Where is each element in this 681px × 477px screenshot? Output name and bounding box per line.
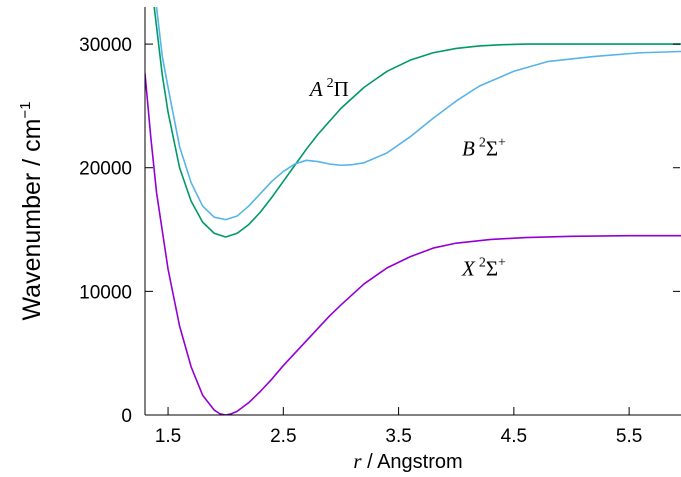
series-line-2 <box>145 72 681 415</box>
series-label-0: A 2Π <box>308 76 349 101</box>
y-tick-label: 10000 <box>79 282 132 303</box>
series-label-multiplicity: 2 <box>479 255 486 270</box>
plot-lines <box>145 7 681 415</box>
x-tick-label: 4.5 <box>501 426 527 447</box>
y-tick-label: 20000 <box>79 159 132 180</box>
ticks <box>145 43 680 416</box>
series-label-parity: + <box>498 135 506 150</box>
tick-labels: 1.5 2.5 3.5 4.5 5.5 0 10000 20000 30000 <box>79 35 642 447</box>
series-label-multiplicity: 2 <box>327 76 334 91</box>
series-label-symmetry: Σ <box>486 256 498 280</box>
x-tick-label: 2.5 <box>270 426 296 447</box>
x-tick-label: 3.5 <box>385 426 411 447</box>
y-axis-main: Wavenumber / cm <box>18 119 46 321</box>
series-label-parity: + <box>498 255 506 270</box>
y-axis-title: Wavenumber / cm−1 <box>17 101 46 320</box>
x-axis-rest: / Angstrom <box>362 451 463 473</box>
series-label-2: X 2Σ+ <box>461 255 506 280</box>
x-tick-label: 5.5 <box>616 426 642 447</box>
series-label-state: X <box>461 256 476 280</box>
series-label-multiplicity: 2 <box>479 135 486 150</box>
series-line-1 <box>155 7 681 221</box>
series-label-symmetry: Π <box>334 77 349 101</box>
x-axis-var: r <box>353 449 362 473</box>
series-label-1: B 2Σ+ <box>462 135 506 160</box>
x-tick-label: 1.5 <box>155 426 181 447</box>
y-tick-label: 0 <box>121 406 132 427</box>
y-tick-label: 30000 <box>79 35 132 56</box>
series-label-symmetry: Σ <box>486 136 498 160</box>
y-axis-exp: −1 <box>17 101 34 118</box>
series-line-0 <box>153 7 681 238</box>
series-labels: A 2ΠB 2Σ+X 2Σ+ <box>308 76 506 280</box>
series-label-state: A <box>308 77 323 101</box>
series-label-state: B <box>462 136 475 160</box>
x-axis-title: r / Angstrom <box>353 449 462 473</box>
